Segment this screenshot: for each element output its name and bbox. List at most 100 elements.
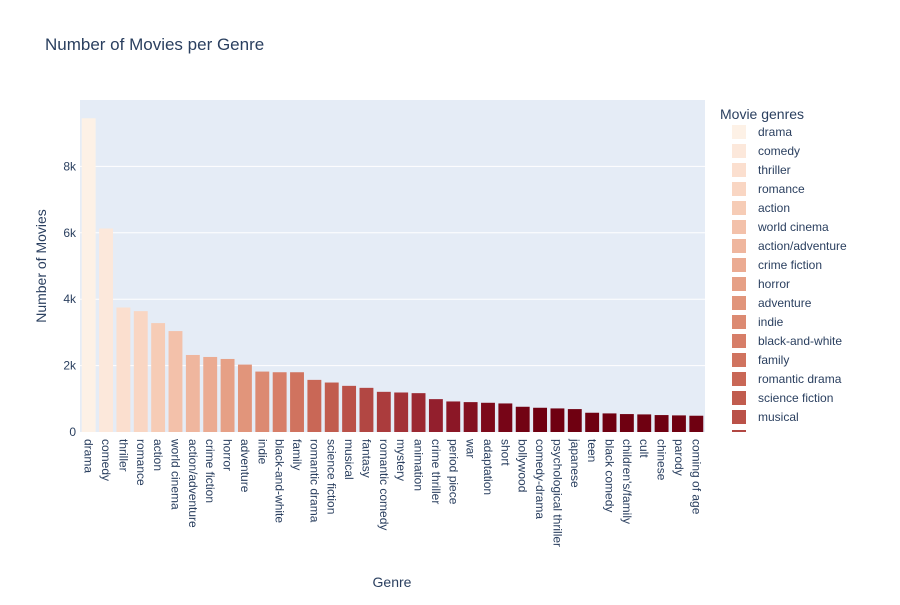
legend-item-label: romantic drama xyxy=(758,372,842,386)
legend-swatch xyxy=(732,201,746,215)
x-tick-label: family xyxy=(290,439,304,470)
gridlines xyxy=(80,165,705,367)
x-tick-label: action/adventure xyxy=(186,439,200,528)
plot-area xyxy=(80,100,705,432)
y-tick-label: 6k xyxy=(63,226,77,240)
x-tick-label: animation xyxy=(412,439,426,491)
bar-family xyxy=(290,372,304,432)
x-tick-label: adaptation xyxy=(481,439,495,495)
legend-swatch xyxy=(732,163,746,177)
bar-parody xyxy=(672,415,686,432)
bar-world-cinema xyxy=(168,331,183,432)
x-tick-label: musical xyxy=(342,439,356,480)
legend-item-label: horror xyxy=(758,277,790,291)
x-tick-label: war xyxy=(464,438,478,458)
bar-period-piece xyxy=(446,401,461,432)
x-tick-label: romantic drama xyxy=(307,439,321,523)
bar-action xyxy=(151,323,166,432)
y-tick-label: 8k xyxy=(63,159,77,173)
x-tick-label: mystery xyxy=(394,439,408,481)
x-axis-title: Genre xyxy=(373,574,412,590)
bar-action-adventure xyxy=(185,354,200,432)
x-tick-label: indie xyxy=(255,439,269,465)
bar-psychological-thriller xyxy=(550,408,565,432)
bar-romantic-comedy xyxy=(376,391,391,432)
bar-comedy-drama xyxy=(533,407,548,432)
x-tick-label: horror xyxy=(221,439,235,471)
x-tick-label: black comedy xyxy=(603,439,617,512)
bar-cult xyxy=(637,414,652,432)
bar-children-s-family xyxy=(619,414,634,432)
y-tick-label: 4k xyxy=(63,292,77,306)
bar-japanese xyxy=(567,409,582,432)
bar-adventure xyxy=(237,364,252,432)
bar-fantasy xyxy=(359,387,374,432)
legend-item-label: thriller xyxy=(758,163,791,177)
bar-animation xyxy=(411,393,426,432)
legend-swatch xyxy=(732,182,746,196)
bar-black-comedy xyxy=(602,413,617,432)
bar-indie xyxy=(255,371,270,432)
x-tick-label: cult xyxy=(637,439,651,458)
legend-item-label: family xyxy=(758,353,789,367)
legend-swatch xyxy=(732,258,746,272)
x-tick-label: romance xyxy=(134,439,148,486)
legend-item-label: romance xyxy=(758,182,805,196)
bar-drama xyxy=(81,118,96,432)
legend-swatch xyxy=(732,315,746,329)
bar-war xyxy=(463,402,478,432)
bar-musical xyxy=(342,385,357,432)
x-tick-label: japanese xyxy=(568,438,582,488)
legend-swatch xyxy=(732,220,746,234)
x-tick-label: fantasy xyxy=(359,439,373,478)
legend-item-label: indie xyxy=(758,315,784,329)
x-tick-label: parody xyxy=(672,439,686,476)
legend-item-label: comedy xyxy=(758,144,800,158)
x-tick-label: teen xyxy=(585,439,599,462)
y-axis-ticks: 0 2k 4k 6k 8k xyxy=(63,159,77,439)
legend-swatch-clipped xyxy=(732,430,746,432)
bar-romantic-drama xyxy=(307,379,322,432)
legend-swatch xyxy=(732,391,746,405)
legend-swatch xyxy=(732,410,746,424)
legend-item-label: science fiction xyxy=(758,391,833,405)
bar-mystery xyxy=(394,392,409,432)
legend-item-label: black-and-white xyxy=(758,334,842,348)
bar-bollywood xyxy=(515,406,530,432)
y-tick-label: 0 xyxy=(69,425,76,439)
bars xyxy=(81,118,704,432)
x-tick-label: crime thriller xyxy=(429,439,443,504)
bar-crime-thriller xyxy=(428,399,443,432)
legend-item-label: action xyxy=(758,201,790,215)
legend-swatch xyxy=(732,353,746,367)
bar-black-and-white xyxy=(272,372,287,432)
x-tick-label: coming of age xyxy=(689,439,703,515)
legend-item-label: adventure xyxy=(758,296,812,310)
legend-swatch xyxy=(732,125,746,139)
bar-comedy xyxy=(99,228,113,432)
legend-item-label: world cinema xyxy=(757,220,829,234)
legend-item-label: crime fiction xyxy=(758,258,822,272)
legend-swatch xyxy=(732,144,746,158)
bar-coming-of-age xyxy=(689,415,704,432)
legend-swatch xyxy=(732,239,746,253)
legend-item-label: action/adventure xyxy=(758,239,847,253)
x-tick-label: black-and-white xyxy=(273,439,287,523)
legend-swatch xyxy=(732,334,746,348)
bar-thriller xyxy=(116,307,131,432)
x-tick-label: crime fiction xyxy=(203,439,217,503)
bar-teen xyxy=(585,412,600,432)
x-tick-label: bollywood xyxy=(516,439,530,492)
bar-short xyxy=(498,403,513,432)
bar-horror xyxy=(220,358,235,432)
x-tick-label: drama xyxy=(82,439,96,473)
legend-swatch xyxy=(732,277,746,291)
bar-romance xyxy=(133,311,148,432)
x-tick-label: psychological thriller xyxy=(550,439,564,547)
x-tick-label: period piece xyxy=(446,439,460,505)
x-tick-label: romantic comedy xyxy=(377,439,391,530)
y-tick-label: 2k xyxy=(63,359,77,373)
legend-swatch xyxy=(732,372,746,386)
